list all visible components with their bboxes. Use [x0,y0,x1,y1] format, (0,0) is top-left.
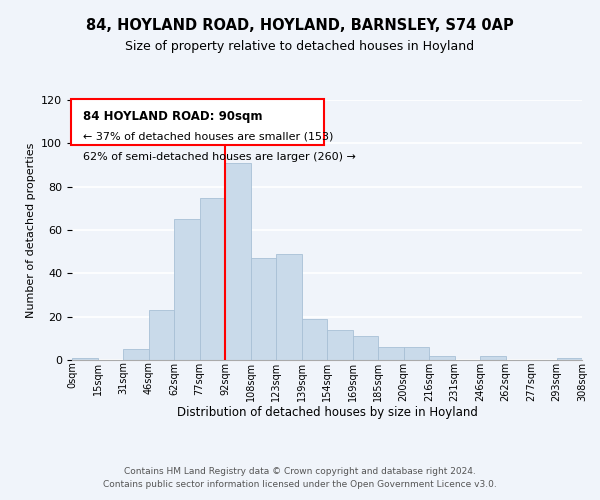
Text: Size of property relative to detached houses in Hoyland: Size of property relative to detached ho… [125,40,475,53]
Bar [149,310,174,360]
Bar [557,358,582,360]
Y-axis label: Number of detached properties: Number of detached properties [26,142,35,318]
FancyBboxPatch shape [71,98,325,144]
Bar [353,336,378,360]
Text: Contains public sector information licensed under the Open Government Licence v3: Contains public sector information licen… [103,480,497,489]
Bar [72,358,97,360]
X-axis label: Distribution of detached houses by size in Hoyland: Distribution of detached houses by size … [176,406,478,420]
Bar [225,163,251,360]
Bar [276,254,302,360]
Bar [404,347,429,360]
Text: 62% of semi-detached houses are larger (260) →: 62% of semi-detached houses are larger (… [83,152,356,162]
Text: 84, HOYLAND ROAD, HOYLAND, BARNSLEY, S74 0AP: 84, HOYLAND ROAD, HOYLAND, BARNSLEY, S74… [86,18,514,32]
Bar [429,356,455,360]
Text: 84 HOYLAND ROAD: 90sqm: 84 HOYLAND ROAD: 90sqm [83,110,263,124]
Bar [251,258,276,360]
Bar [174,219,199,360]
Text: Contains HM Land Registry data © Crown copyright and database right 2024.: Contains HM Land Registry data © Crown c… [124,467,476,476]
Bar [480,356,505,360]
Bar [327,330,353,360]
Bar [378,347,404,360]
Bar [302,319,327,360]
Bar [123,349,149,360]
Text: ← 37% of detached houses are smaller (153): ← 37% of detached houses are smaller (15… [83,131,334,141]
Bar [199,198,225,360]
